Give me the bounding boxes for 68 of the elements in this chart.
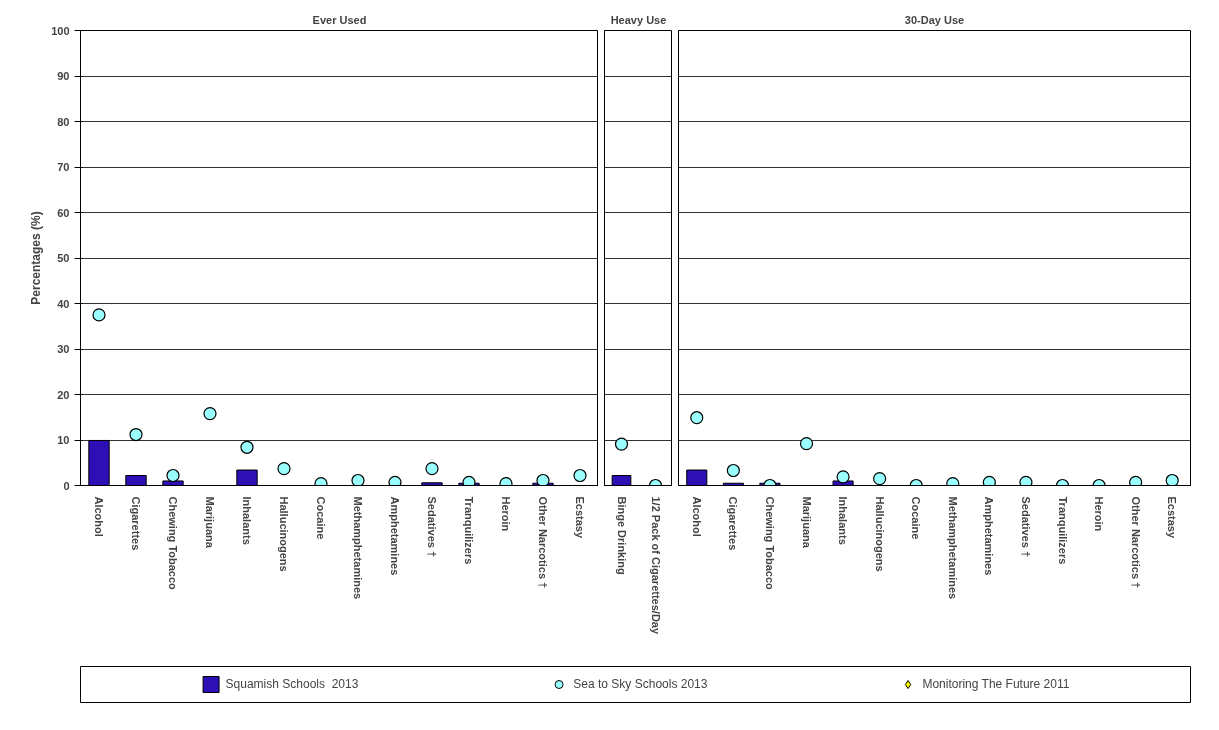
point: [240, 440, 254, 454]
x-tick-label: Marijuana: [800, 496, 813, 549]
y-tick-label: 80: [57, 115, 70, 128]
point: [351, 473, 365, 486]
point: [1165, 473, 1179, 486]
point: [1019, 475, 1033, 486]
x-tick-label: Alcohol: [93, 496, 105, 537]
point: [277, 462, 291, 476]
chart-title: 30-Day Use: [904, 13, 965, 26]
x-tick-label: Sedatives †: [426, 496, 438, 558]
y-axis-title: Percentages (%): [29, 211, 44, 305]
point: [726, 463, 740, 478]
x-tick-label: 1/2 Pack of Cigarettes/Day: [649, 496, 662, 635]
legend-label: Squamish Schools 2013: [225, 677, 359, 691]
x-tick-label: Heroin: [500, 496, 512, 532]
x-tick-label: Other Narcotics †: [537, 496, 549, 589]
point: [388, 475, 402, 486]
x-tick-label: Amphetamines: [389, 496, 401, 576]
y-tick-label: 40: [57, 297, 70, 310]
point: [836, 470, 850, 484]
x-tick-label: Chewing Tobacco: [763, 496, 776, 591]
chart-title: Ever Used: [312, 13, 367, 26]
x-tick-label: Ecstasy: [574, 496, 586, 539]
legend-label: Monitoring The Future 2011: [922, 677, 1070, 691]
x-tick-label: Inhalants: [837, 496, 850, 545]
x-tick-label: Inhalants: [241, 496, 253, 545]
x-tick-label: Other Narcotics †: [1129, 496, 1142, 589]
y-tick-label: 50: [57, 252, 70, 264]
y-tick-label: 70: [57, 161, 70, 173]
x-tick-label: Sedatives †: [1019, 496, 1032, 558]
y-tick-label: 90: [57, 70, 70, 82]
point: [129, 427, 143, 442]
x-tick-label: Chewing Tobacco: [167, 496, 179, 591]
x-tick-label: Marijuana: [204, 496, 216, 549]
point: [203, 407, 217, 421]
y-tick-label: 30: [57, 343, 70, 355]
point: [690, 411, 704, 425]
x-tick-label: Methamphetamines: [946, 496, 959, 600]
point: [573, 468, 587, 483]
point: [462, 475, 476, 486]
y-tick-label: 0: [63, 479, 70, 492]
x-tick-label: Hallucinogens: [873, 496, 886, 572]
point: [799, 437, 814, 451]
x-tick-label: Tranquilizers: [463, 496, 475, 565]
x-tick-label: Amphetamines: [983, 496, 996, 576]
y-tick-label: 20: [57, 388, 70, 401]
point: [425, 462, 439, 476]
point: [536, 473, 550, 486]
x-tick-label: Cocaine: [910, 496, 923, 540]
point: [92, 308, 106, 322]
y-tick-label: 10: [57, 434, 70, 446]
x-tick-label: Methamphetamines: [352, 496, 364, 600]
x-tick-label: Heroin: [1093, 496, 1106, 532]
x-tick-label: Alcohol: [690, 496, 703, 537]
x-tick-label: Cigarettes: [130, 496, 142, 551]
x-tick-label: Hallucinogens: [278, 496, 290, 572]
x-tick-label: Cocaine: [315, 496, 327, 540]
point: [1129, 475, 1143, 486]
x-tick-label: Cigarettes: [727, 496, 740, 551]
x-tick-label: Ecstasy: [1166, 496, 1179, 539]
legend-label: Sea to Sky Schools 2013: [573, 677, 708, 691]
point: [166, 468, 180, 483]
x-tick-label: Tranquilizers: [1056, 496, 1069, 565]
point: [982, 475, 996, 486]
chart-title: Heavy Use: [610, 13, 667, 26]
y-tick-label: 60: [57, 206, 70, 219]
y-tick-label: 100: [51, 24, 70, 37]
x-tick-label: Binge Drinking: [615, 496, 628, 575]
